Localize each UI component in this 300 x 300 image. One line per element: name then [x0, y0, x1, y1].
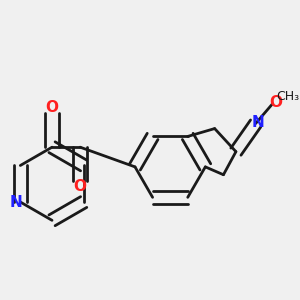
Text: O: O — [269, 95, 282, 110]
Text: N: N — [10, 194, 22, 209]
Text: O: O — [74, 179, 87, 194]
Text: N: N — [252, 115, 265, 130]
Text: O: O — [46, 100, 59, 115]
Text: CH₃: CH₃ — [276, 90, 299, 103]
